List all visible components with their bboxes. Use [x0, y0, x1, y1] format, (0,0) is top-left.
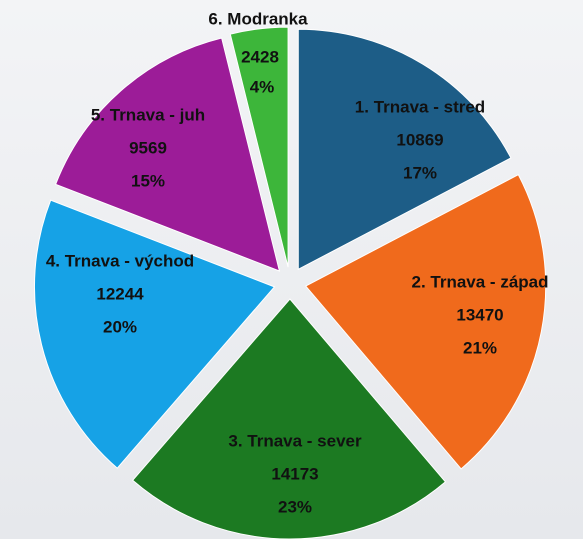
- slice-label: 1. Trnava - stred: [355, 97, 485, 116]
- slice-label: 2. Trnava - západ: [412, 272, 549, 291]
- slice-label: 6. Modranka: [208, 9, 308, 28]
- percent-label: 17%: [403, 163, 437, 182]
- percent-label: 21%: [463, 338, 497, 357]
- pie-slice: [297, 28, 512, 271]
- value-label: 10869: [396, 130, 443, 149]
- pie-slice: [33, 199, 276, 469]
- slice-label: 3. Trnava - sever: [228, 431, 362, 450]
- slice-label: 5. Trnava - juh: [91, 105, 205, 124]
- value-label: 12244: [96, 284, 144, 303]
- percent-label: 15%: [131, 171, 165, 190]
- value-label: 13470: [456, 305, 503, 324]
- value-label: 14173: [271, 464, 318, 483]
- pie-slice: [54, 37, 281, 272]
- value-label: 2428: [241, 47, 279, 66]
- percent-label: 23%: [278, 497, 312, 516]
- percent-label: 4%: [250, 77, 275, 96]
- slice-label: 4. Trnava - východ: [46, 251, 194, 270]
- value-label: 9569: [129, 138, 167, 157]
- percent-label: 20%: [103, 317, 137, 336]
- pie-slice: [229, 26, 289, 268]
- pie-slice: [304, 174, 547, 470]
